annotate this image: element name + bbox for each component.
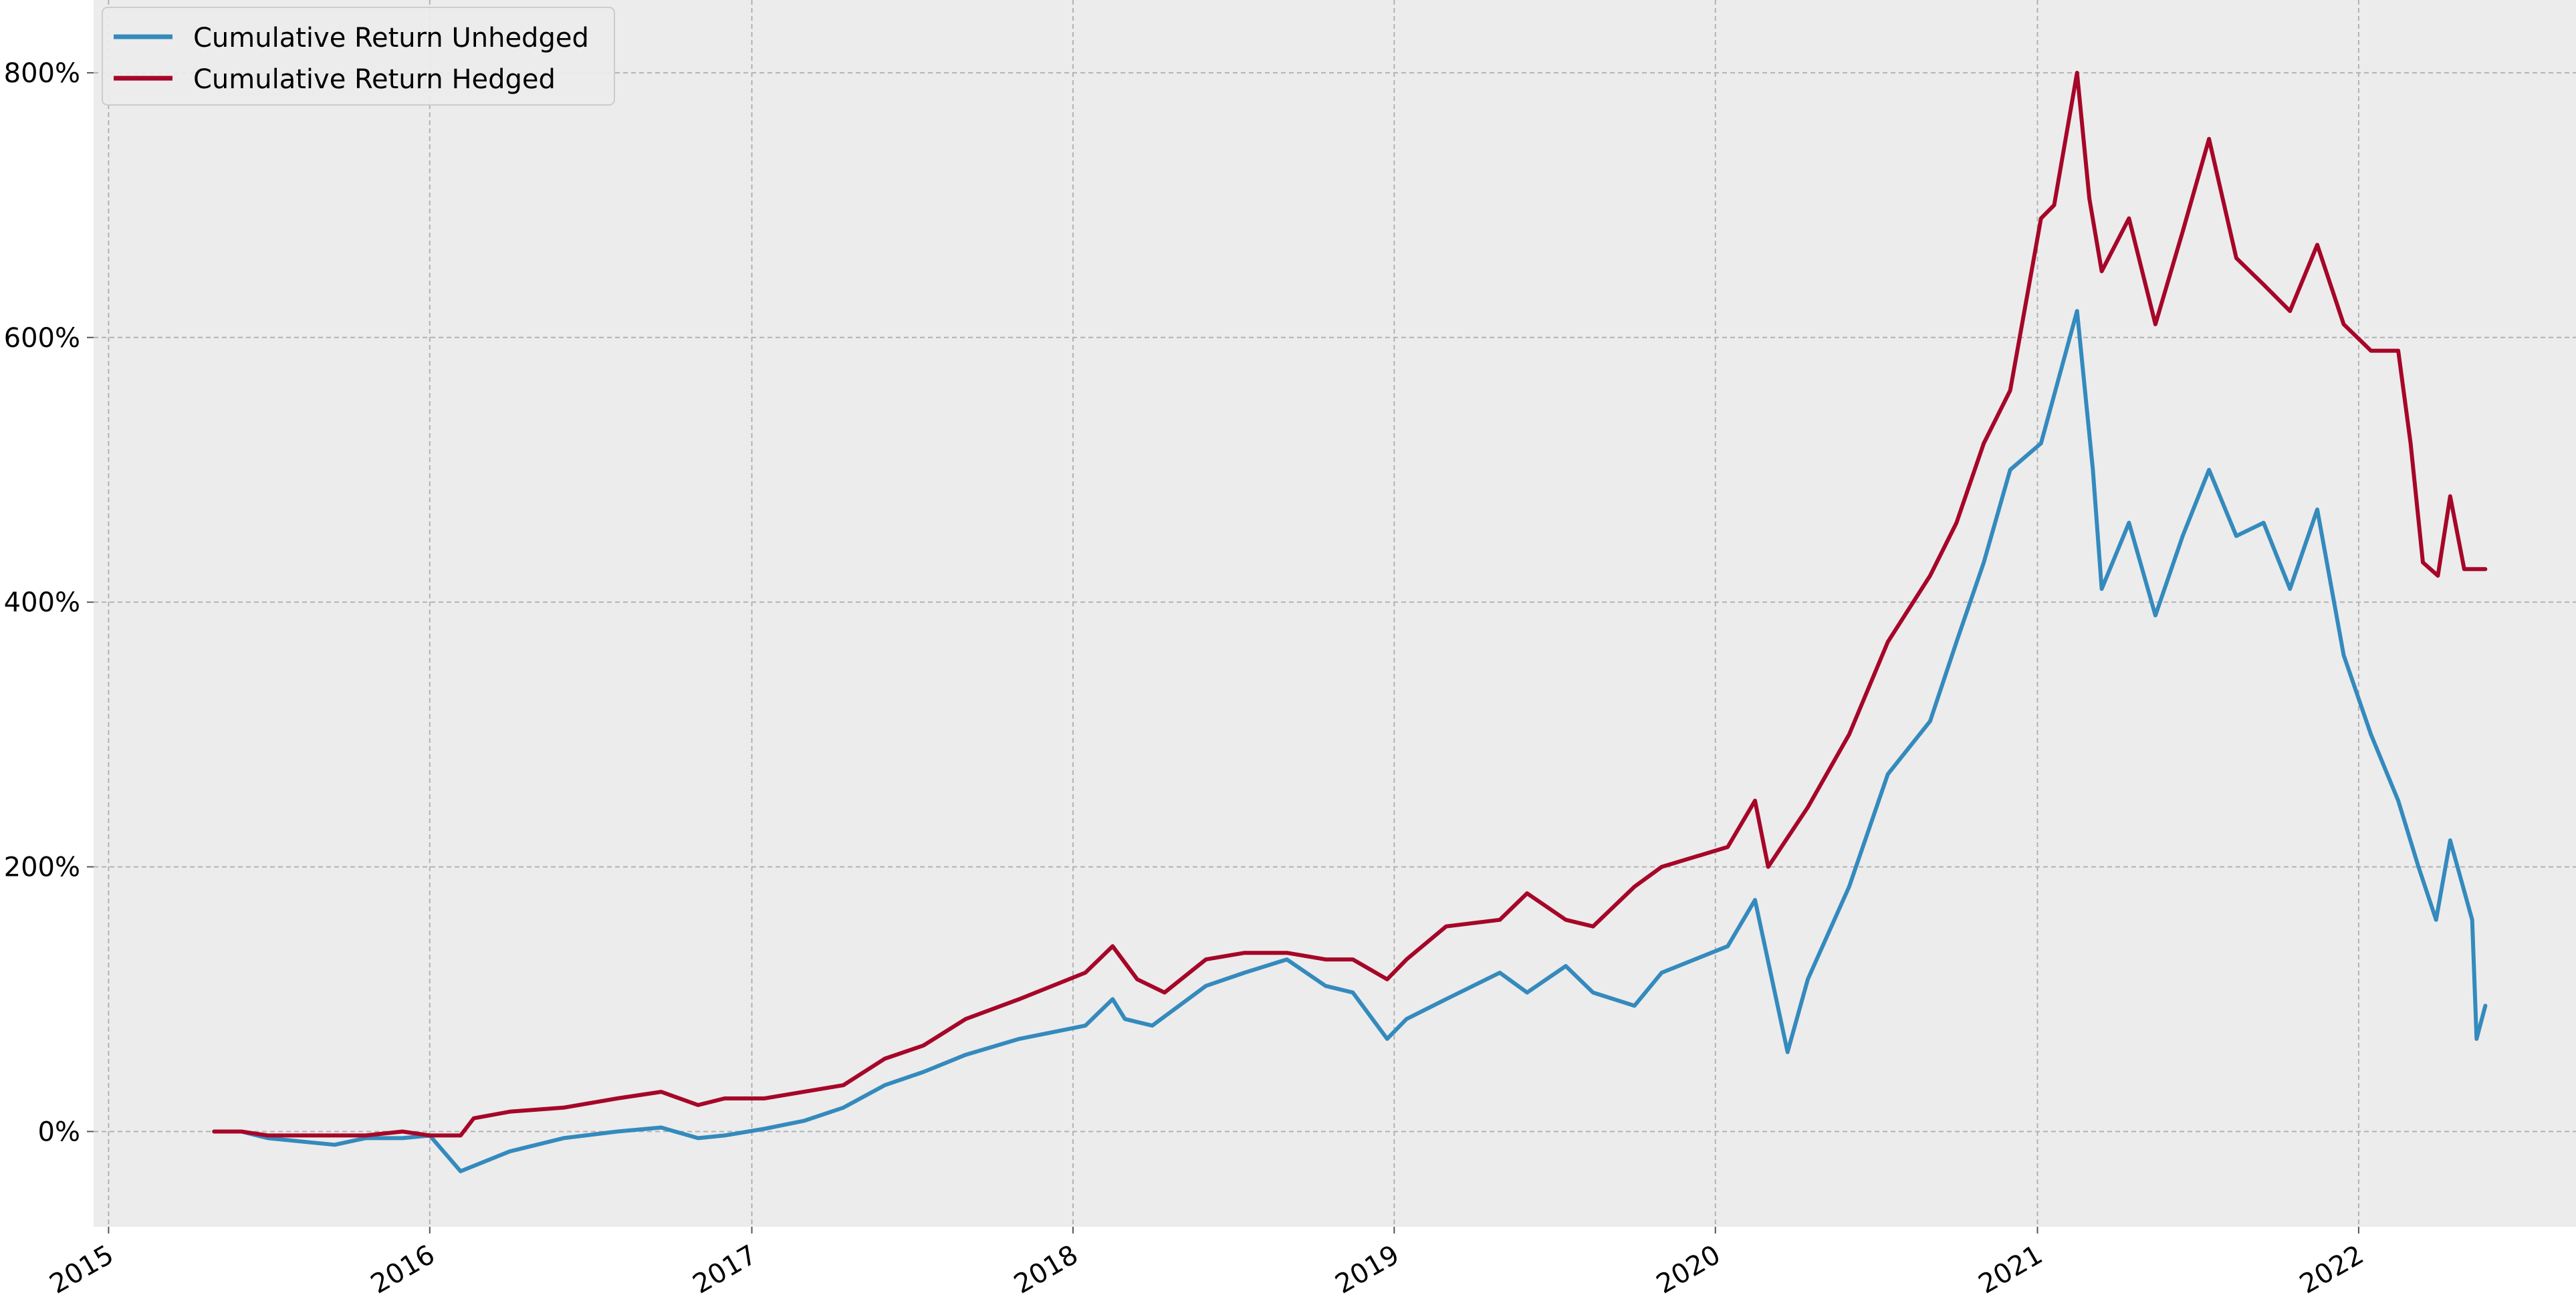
y-axis-ticks: 0% 200% 400% 600% 800% [4, 58, 94, 1147]
y-tick-label: 600% [4, 323, 80, 354]
legend-label-hedged: Cumulative Return Hedged [193, 64, 556, 95]
x-tick-label: 2015 [45, 1239, 119, 1296]
x-tick-label: 2022 [2295, 1239, 2369, 1296]
legend: Cumulative Return Unhedged Cumulative Re… [102, 7, 615, 106]
x-tick-label: 2021 [1974, 1239, 2048, 1296]
legend-label-unhedged: Cumulative Return Unhedged [193, 23, 589, 53]
y-tick-label: 800% [4, 58, 80, 89]
x-gridlines [108, 0, 2359, 1227]
legend-frame [102, 7, 615, 106]
x-tick-label: 2018 [1009, 1239, 1083, 1296]
series-line-unhedged [212, 309, 2488, 1173]
x-tick-label: 2016 [366, 1239, 440, 1296]
x-tick-label: 2019 [1330, 1239, 1405, 1296]
series-line-hedged [212, 70, 2488, 1138]
x-axis-ticks: 2015 2016 2017 2018 2019 2020 2021 2022 [45, 1227, 2369, 1299]
series-lines [212, 70, 2488, 1173]
y-tick-label: 0% [38, 1116, 80, 1147]
y-tick-label: 400% [4, 588, 80, 618]
plot-area-background [94, 0, 2576, 1227]
x-tick-label: 2020 [1651, 1239, 1726, 1296]
x-tick-label: 2017 [688, 1239, 762, 1296]
y-tick-label: 200% [4, 852, 80, 883]
